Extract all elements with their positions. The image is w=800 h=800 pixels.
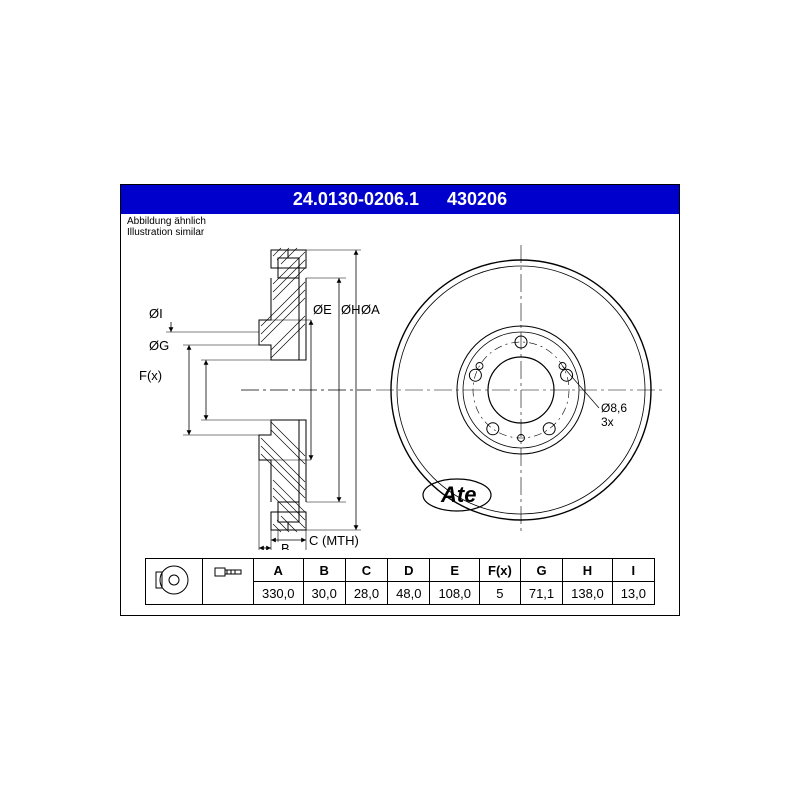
technical-drawing: ØI ØG F(x) ØE ØH ØA B D C (MTH): [121, 240, 679, 550]
val-C: 28,0: [345, 582, 387, 605]
col-G: G: [520, 559, 562, 582]
label-A: ØA: [361, 302, 380, 317]
front-view: Ø8,6 3x Ate: [376, 245, 666, 535]
col-D: D: [388, 559, 430, 582]
subtitle-de: Abbildung ähnlich: [127, 216, 673, 227]
val-I: 13,0: [612, 582, 654, 605]
val-B: 30,0: [303, 582, 345, 605]
part-icon: [145, 559, 202, 605]
label-G: ØG: [149, 338, 169, 353]
val-E: 108,0: [430, 582, 480, 605]
col-F: F(x): [480, 559, 521, 582]
short-code: 430206: [447, 189, 507, 210]
col-A: A: [253, 559, 303, 582]
hole-note-diam: Ø8,6: [601, 401, 627, 415]
bolt-icon: [202, 559, 253, 605]
spec-sheet: 24.0130-0206.1 430206 Abbildung ähnlich …: [120, 184, 680, 616]
label-B: B: [281, 541, 290, 550]
brand-logo: Ate: [440, 482, 476, 507]
label-D: D: [251, 548, 260, 550]
dim-header-row: A B C D E F(x) G H I: [145, 559, 654, 582]
val-F: 5: [480, 582, 521, 605]
label-H: ØH: [341, 302, 361, 317]
col-H: H: [563, 559, 613, 582]
header-bar: 24.0130-0206.1 430206: [121, 185, 679, 214]
col-C: C: [345, 559, 387, 582]
label-E: ØE: [313, 302, 332, 317]
val-H: 138,0: [563, 582, 613, 605]
label-I: ØI: [149, 306, 163, 321]
subtitle: Abbildung ähnlich Illustration similar: [121, 214, 679, 240]
col-E: E: [430, 559, 480, 582]
part-number: 24.0130-0206.1: [293, 189, 419, 210]
val-D: 48,0: [388, 582, 430, 605]
col-I: I: [612, 559, 654, 582]
label-C: C (MTH): [309, 533, 359, 548]
dimension-table: A B C D E F(x) G H I 330,0 30,0 28,0 48,…: [145, 558, 655, 605]
hole-note-qty: 3x: [601, 415, 614, 429]
subtitle-en: Illustration similar: [127, 227, 673, 238]
col-B: B: [303, 559, 345, 582]
label-F: F(x): [139, 368, 162, 383]
val-A: 330,0: [253, 582, 303, 605]
side-view: ØI ØG F(x) ØE ØH ØA B D C (MTH): [139, 248, 380, 550]
val-G: 71,1: [520, 582, 562, 605]
